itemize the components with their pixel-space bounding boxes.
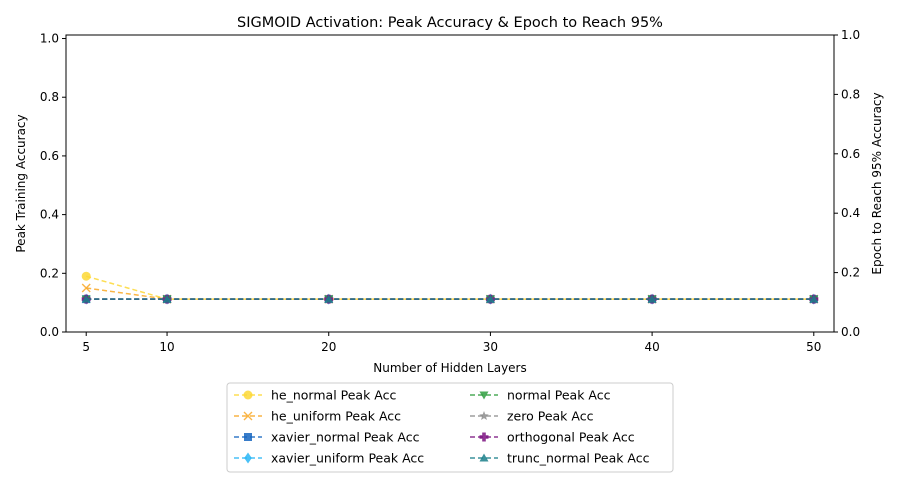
data-point <box>809 294 819 303</box>
legend-label: he_normal Peak Acc <box>271 388 396 403</box>
x-tick-label: 5 <box>82 340 90 354</box>
y-axis-label: Peak Training Accuracy <box>14 114 28 252</box>
data-point <box>81 271 91 281</box>
series-line <box>86 287 814 300</box>
x-axis: 5 10 20 30 40 50 <box>82 332 821 354</box>
y2-tick-label: 0.8 <box>841 87 860 101</box>
chart-title: SIGMOID Activation: Peak Accuracy & Epoc… <box>237 15 663 31</box>
legend-label: zero Peak Acc <box>507 409 594 424</box>
y2-tick-label: 0.2 <box>841 266 860 280</box>
y2-tick-label: 0.0 <box>841 325 860 339</box>
data-point <box>81 283 91 293</box>
plot-frame <box>65 34 835 333</box>
series-he_uniform-peak-acc <box>81 283 819 304</box>
legend-item: xavier_uniform Peak Acc <box>234 451 424 466</box>
data-point <box>162 294 172 303</box>
legend-label: orthogonal Peak Acc <box>507 430 635 445</box>
series-trunc_normal-peak-acc <box>81 294 819 303</box>
legend-marker <box>479 411 489 421</box>
data-point <box>647 294 657 303</box>
legend-item: xavier_normal Peak Acc <box>234 430 420 445</box>
data-point <box>485 294 495 303</box>
data-point <box>324 294 334 303</box>
x-tick-label: 40 <box>644 340 659 354</box>
y-tick-label: 1.0 <box>40 32 59 46</box>
series-layer <box>81 271 819 305</box>
x-tick-label: 20 <box>321 340 336 354</box>
legend-item: orthogonal Peak Acc <box>470 430 635 445</box>
legend-item: zero Peak Acc <box>470 409 594 424</box>
data-point <box>81 294 91 303</box>
y2-axis-label: Epoch to Reach 95% Accuracy <box>870 92 884 274</box>
y-axis-left: 0.0 0.2 0.4 0.6 0.8 1.0 <box>40 32 66 339</box>
y2-tick-label: 0.6 <box>841 147 860 161</box>
x-axis-label: Number of Hidden Layers <box>373 361 527 375</box>
x-tick-label: 10 <box>159 340 174 354</box>
y-axis-right: 0.0 0.2 0.4 0.6 0.8 1.0 <box>834 28 860 339</box>
legend-label: he_uniform Peak Acc <box>271 409 401 424</box>
y-tick-label: 0.2 <box>40 266 59 280</box>
legend-item: normal Peak Acc <box>470 388 611 403</box>
x-tick-label: 50 <box>806 340 821 354</box>
y2-tick-label: 0.4 <box>841 206 860 220</box>
legend-item: trunc_normal Peak Acc <box>470 451 650 466</box>
y-tick-label: 0.4 <box>40 208 59 222</box>
legend-marker <box>244 452 252 464</box>
legend-box <box>226 382 674 473</box>
legend-item: he_normal Peak Acc <box>234 388 396 403</box>
y-tick-label: 0.0 <box>40 325 59 339</box>
legend-label: normal Peak Acc <box>507 388 611 403</box>
series-line <box>86 275 814 300</box>
legend-label: trunc_normal Peak Acc <box>507 451 650 466</box>
y-tick-label: 0.6 <box>40 149 59 163</box>
y2-tick-label: 1.0 <box>841 28 860 42</box>
legend-marker <box>479 432 489 442</box>
legend-marker <box>479 453 489 462</box>
legend-label: xavier_uniform Peak Acc <box>271 451 424 466</box>
legend-marker <box>244 433 252 441</box>
legend-label: xavier_normal Peak Acc <box>271 430 420 445</box>
legend: he_normal Peak Acc he_uniform Peak Acc xav… <box>226 382 674 473</box>
y-tick-label: 0.8 <box>40 90 59 104</box>
legend-marker <box>243 411 253 421</box>
legend-item: he_uniform Peak Acc <box>234 409 401 424</box>
x-tick-label: 30 <box>483 340 498 354</box>
legend-marker <box>479 391 489 400</box>
legend-marker <box>243 390 253 400</box>
